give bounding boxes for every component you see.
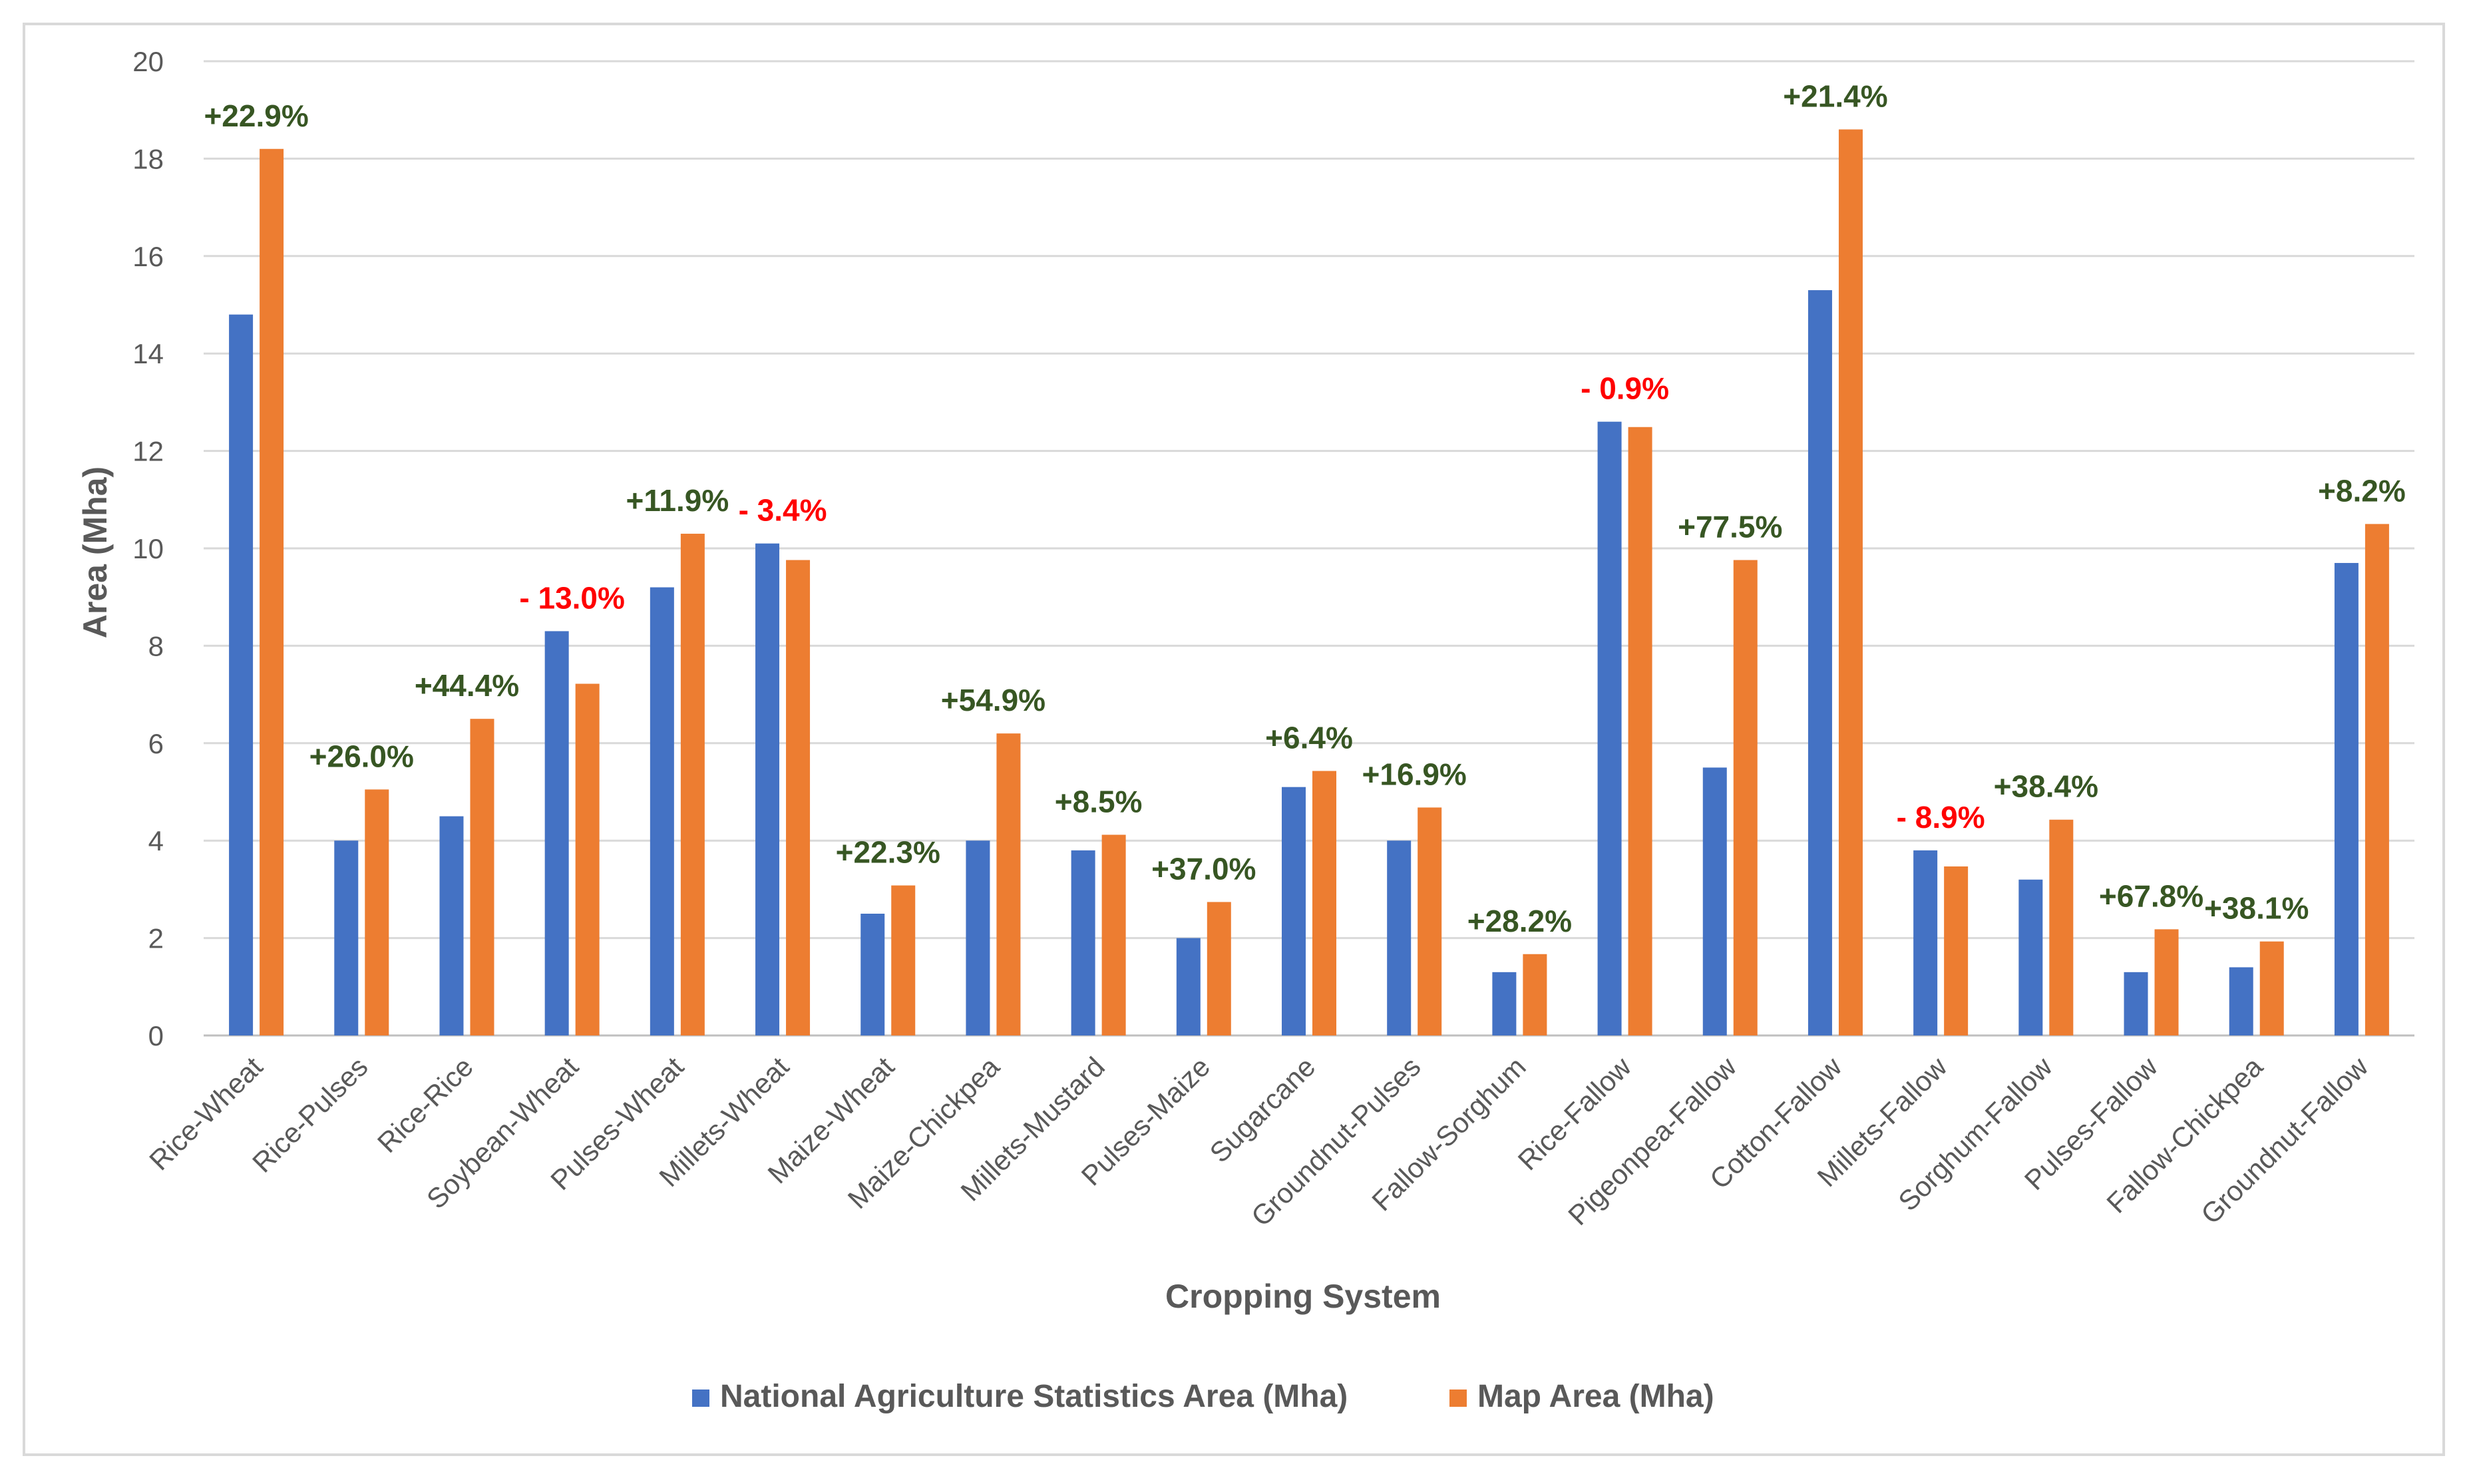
bar-map-rice-rice: [470, 719, 494, 1035]
y-tick-label: 12: [132, 436, 164, 467]
bar-map-cotton-fallow: [1838, 129, 1863, 1036]
bar-map-maize-chickpea: [996, 733, 1021, 1035]
percent-diff-label: +54.9%: [941, 683, 1045, 717]
bar-map-pulses-fallow: [2154, 929, 2179, 1035]
y-tick-label: 20: [132, 46, 164, 77]
bar-map-soybean-wheat: [575, 683, 600, 1035]
percent-diff-label: +38.1%: [2204, 891, 2309, 926]
bar-map-millets-fallow: [1944, 866, 1969, 1035]
percent-diff-label: +21.4%: [1783, 79, 1887, 113]
y-axis-ticks: 0 2 4 6 8 10 12 14 16 18 20: [132, 46, 164, 1051]
percent-diff-label: +8.2%: [2318, 473, 2406, 508]
percent-diff-label: - 13.0%: [519, 580, 625, 615]
bar-map-sugarcane: [1312, 771, 1336, 1035]
bar-national-soybean-wheat: [544, 631, 569, 1035]
x-tick-label: Rice-Rice: [371, 1051, 479, 1159]
bar-national-maize-wheat: [860, 914, 885, 1035]
x-axis-categories: Rice-WheatRice-PulsesRice-RiceSoybean-Wh…: [143, 1051, 2375, 1232]
bar-national-cotton-fallow: [1807, 290, 1832, 1035]
y-tick-label: 8: [148, 630, 164, 661]
y-tick-label: 4: [148, 825, 164, 856]
bar-national-pulses-wheat: [650, 587, 674, 1035]
bar-map-millets-wheat: [786, 560, 811, 1035]
bar-national-rice-pulses: [334, 840, 359, 1035]
legend-label-map: Map Area (Mha): [1477, 1379, 1714, 1414]
bar-map-rice-pulses: [365, 789, 389, 1035]
bar-map-groundnut-pulses: [1418, 807, 1442, 1035]
percent-diff-label: +26.0%: [309, 739, 414, 773]
percent-diff-label: +77.5%: [1678, 510, 1782, 544]
percent-diff-label: +37.0%: [1151, 851, 1256, 886]
y-tick-label: 18: [132, 143, 164, 174]
percent-diff-label: +22.3%: [836, 835, 940, 870]
y-tick-label: 6: [148, 728, 164, 759]
bar-national-millets-mustard: [1071, 850, 1095, 1035]
legend-swatch-map: [1449, 1390, 1467, 1407]
bar-map-pulses-wheat: [680, 534, 705, 1035]
y-tick-label: 14: [132, 338, 164, 369]
percent-diff-label: - 0.9%: [1581, 371, 1669, 406]
bar-national-pulses-fallow: [2124, 972, 2148, 1035]
legend-label-national: National Agriculture Statistics Area (Mh…: [720, 1379, 1348, 1414]
y-tick-label: 10: [132, 533, 164, 564]
bar-national-pulses-maize: [1176, 938, 1201, 1035]
percent-diff-label: +6.4%: [1265, 721, 1353, 755]
y-tick-label: 0: [148, 1020, 164, 1051]
bar-map-groundnut-fallow: [2365, 524, 2389, 1035]
bar-national-sorghum-fallow: [2018, 879, 2043, 1035]
chart-frame: [23, 23, 2445, 1456]
bar-national-maize-chickpea: [966, 840, 990, 1035]
y-tick-label: 16: [132, 241, 164, 272]
bar-map-rice-fallow: [1628, 427, 1652, 1035]
bar-map-fallow-sorghum: [1523, 954, 1547, 1035]
bar-map-pulses-maize: [1207, 902, 1231, 1035]
bars: [229, 129, 2389, 1036]
bar-national-sugarcane: [1282, 787, 1306, 1035]
bar-map-maize-wheat: [891, 885, 916, 1035]
gridlines: [204, 60, 2414, 1037]
percent-diff-label: +38.4%: [1994, 769, 2098, 804]
bar-national-rice-wheat: [229, 314, 254, 1035]
bar-national-fallow-chickpea: [2229, 967, 2253, 1035]
percent-diff-label: +8.5%: [1055, 784, 1143, 819]
bar-national-millets-wheat: [755, 543, 780, 1035]
legend-swatch-national: [692, 1390, 709, 1407]
x-axis-title: Cropping System: [1165, 1278, 1441, 1315]
y-axis-title: Area (Mha): [77, 466, 114, 638]
percent-diff-label: +44.4%: [415, 668, 519, 703]
percent-diff-label: +67.8%: [2099, 878, 2203, 913]
percent-diff-label: +22.9%: [204, 98, 308, 133]
bar-map-rice-wheat: [260, 148, 284, 1035]
bar-national-pigeonpea-fallow: [1702, 767, 1727, 1035]
bar-map-millets-mustard: [1101, 835, 1126, 1035]
bar-national-groundnut-fallow: [2334, 562, 2359, 1035]
bar-map-sorghum-fallow: [2049, 819, 2074, 1035]
percent-diff-label: +11.9%: [626, 483, 729, 518]
percent-diff-label: +28.2%: [1467, 904, 1572, 938]
percent-annotations: +22.9% +26.0% +44.4% - 13.0% +11.9% - 3.4% +22…: [204, 79, 2405, 938]
percent-diff-label: - 8.9%: [1897, 800, 1985, 835]
percent-diff-label: - 3.4%: [739, 493, 827, 528]
bar-national-groundnut-pulses: [1387, 840, 1412, 1035]
bar-map-pigeonpea-fallow: [1733, 560, 1758, 1035]
bar-national-fallow-sorghum: [1492, 972, 1517, 1035]
legend: National Agriculture Statistics Area (Mh…: [692, 1379, 1714, 1414]
bar-national-millets-fallow: [1913, 850, 1938, 1035]
bar-national-rice-rice: [439, 816, 464, 1035]
percent-diff-label: +16.9%: [1362, 757, 1467, 791]
bar-map-fallow-chickpea: [2259, 941, 2284, 1035]
y-tick-label: 2: [148, 923, 164, 954]
bar-national-rice-fallow: [1597, 421, 1622, 1035]
